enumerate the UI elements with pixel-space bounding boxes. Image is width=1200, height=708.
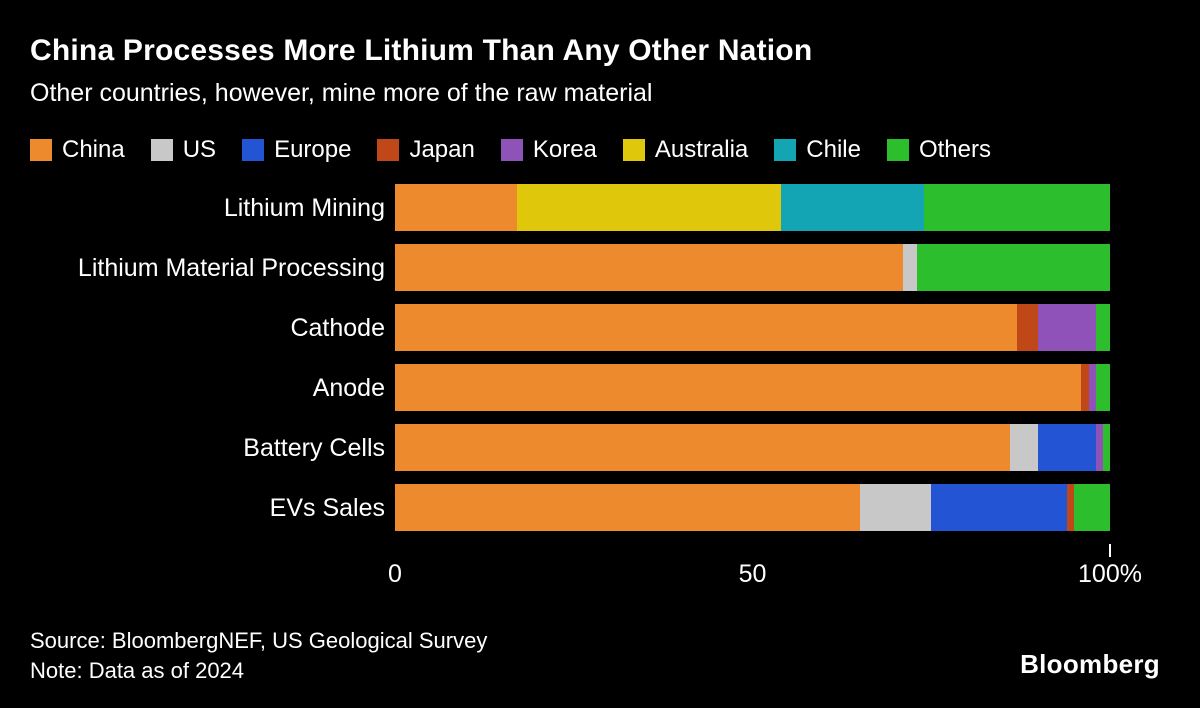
stacked-bar (395, 424, 1110, 471)
row-label: Battery Cells (243, 433, 385, 462)
row-label: Cathode (290, 313, 385, 342)
bar-segment-china (395, 184, 517, 231)
legend-label-chile: Chile (806, 136, 861, 163)
stacked-bar (395, 244, 1110, 291)
footer-source-block: Source: BloombergNEF, US Geological Surv… (30, 626, 487, 686)
bar-segment-us (859, 484, 932, 531)
chart-title: China Processes More Lithium Than Any Ot… (30, 34, 813, 67)
chart-subtitle: Other countries, however, mine more of t… (30, 79, 653, 107)
bar-segment-korea (1038, 304, 1096, 351)
legend-item-others: Others (886, 136, 991, 164)
row-label: Lithium Material Processing (77, 253, 385, 282)
row-label: Lithium Mining (223, 193, 385, 222)
bar-segment-korea (1095, 424, 1103, 471)
bar-segment-japan (1081, 364, 1089, 411)
legend-swatch-chile (774, 139, 797, 161)
chart-row: EVs Sales (30, 484, 1170, 531)
legend-item-japan: Japan (377, 136, 475, 164)
legend-label-others: Others (918, 136, 991, 163)
bar-segment-korea (1088, 364, 1096, 411)
legend-item-us: US (150, 136, 217, 164)
legend-swatch-europe (242, 139, 265, 161)
bar-segment-others (1095, 364, 1110, 411)
bar-segment-us (1009, 424, 1039, 471)
axis-track: 0 50 100% (388, 544, 1142, 590)
legend-swatch-australia (622, 139, 645, 161)
legend-swatch-us (150, 139, 173, 161)
bar-segment-japan (1017, 304, 1039, 351)
chart-row: Anode (30, 364, 1170, 411)
legend-label-us: US (182, 136, 217, 163)
chart-rows: Lithium Mining Lithium Material Processin… (30, 184, 1170, 531)
chart-row: Lithium Mining (30, 184, 1170, 231)
bar-segment-china (395, 364, 1082, 411)
axis-tick-100 (1109, 544, 1111, 557)
bar-segment-europe (931, 484, 1068, 531)
legend-swatch-japan (377, 139, 400, 161)
legend-swatch-korea (500, 139, 523, 161)
note-text: Note: Data as of 2024 (30, 658, 245, 683)
bar-segment-others (916, 244, 1110, 291)
legend-item-chile: Chile (774, 136, 861, 164)
stacked-bar (395, 184, 1110, 231)
bloomberg-logo: Bloomberg (1020, 649, 1160, 679)
axis-label-100: 100% (1078, 560, 1142, 588)
legend-label-korea: Korea (532, 136, 597, 163)
legend-label-japan: Japan (409, 136, 475, 163)
bar-segment-china (395, 424, 1010, 471)
bar-segment-china (395, 304, 1018, 351)
legend-swatch-others (886, 139, 909, 161)
axis-label-0: 0 (388, 560, 402, 588)
bar-segment-japan (1067, 484, 1075, 531)
legend-swatch-china (30, 139, 52, 161)
chart-row: Cathode (30, 304, 1170, 351)
row-label: EVs Sales (269, 493, 385, 522)
row-label: Anode (312, 373, 385, 402)
legend: China US Europe Japan Korea Australia Chile Oth… (30, 136, 1170, 164)
bar-segment-chile (781, 184, 925, 231)
source-text: Source: BloombergNEF, US Geological Surv… (30, 628, 488, 653)
legend-label-europe: Europe (274, 136, 352, 163)
stacked-bar (395, 484, 1110, 531)
bar-segment-us (902, 244, 917, 291)
bar-segment-china (395, 244, 903, 291)
legend-label-china: China (62, 136, 125, 163)
bar-segment-europe (1038, 424, 1096, 471)
legend-item-europe: Europe (242, 136, 351, 164)
legend-item-korea: Korea (500, 136, 597, 164)
axis-label-50: 50 (738, 560, 767, 588)
chart-row: Lithium Material Processing (30, 244, 1170, 291)
chart-row: Battery Cells (30, 424, 1170, 471)
x-axis: 0 50 100% (30, 544, 1170, 590)
bar-segment-others (1095, 304, 1110, 351)
stacked-bar (395, 304, 1110, 351)
stacked-bar (395, 364, 1110, 411)
bar-segment-australia (516, 184, 782, 231)
bar-segment-others (1074, 484, 1110, 531)
axis-spacer (30, 544, 395, 590)
legend-item-china: China (30, 136, 125, 164)
bar-segment-others (1102, 424, 1110, 471)
bar-segment-others (924, 184, 1110, 231)
legend-item-australia: Australia (622, 136, 749, 164)
bar-segment-china (395, 484, 860, 531)
legend-label-australia: Australia (654, 136, 749, 163)
